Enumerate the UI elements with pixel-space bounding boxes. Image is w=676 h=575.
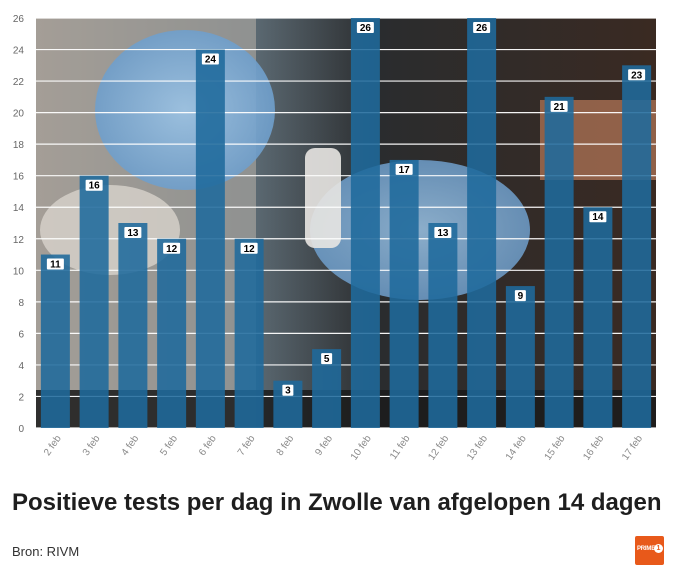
data-label-box: [395, 163, 413, 175]
data-label-box: [589, 211, 607, 223]
bar: [195, 49, 225, 429]
bar: [622, 65, 652, 429]
bar: [40, 254, 70, 428]
x-tick-label: 2 feb: [42, 433, 64, 458]
y-tick-label: 24: [13, 46, 25, 57]
bar: [350, 18, 380, 428]
data-label-box: [163, 242, 181, 254]
data-label: 17: [399, 165, 411, 176]
y-tick-label: 14: [13, 203, 25, 214]
data-label: 9: [518, 291, 524, 302]
data-label-box: [85, 179, 103, 191]
data-label: 26: [360, 23, 372, 34]
chart-title: Positieve tests per dag in Zwolle van af…: [12, 489, 662, 516]
data-label: 23: [631, 70, 643, 81]
data-label-box: [356, 22, 374, 33]
x-tick-label: 14 feb: [504, 433, 529, 462]
data-label-box: [628, 69, 646, 81]
y-tick-label: 6: [18, 329, 24, 340]
data-label-box: [514, 290, 526, 302]
bar: [118, 223, 148, 428]
data-label-box: [201, 53, 219, 65]
x-axis: 2 feb 3 feb 4 feb 5 feb 6 feb 7 feb 8 feb 9 feb…: [42, 433, 645, 462]
logo-number: 1: [654, 544, 663, 553]
data-label: 13: [127, 228, 139, 239]
bar: [428, 223, 458, 428]
x-tick-label: 16 feb: [581, 433, 606, 462]
x-tick-label: 8 feb: [275, 433, 297, 458]
x-tick-label: 5 feb: [158, 433, 180, 458]
data-label-box: [46, 258, 64, 270]
y-tick-label: 12: [13, 235, 25, 246]
data-label: 12: [166, 244, 178, 255]
x-tick-label: 6 feb: [197, 433, 219, 458]
bar: [79, 175, 109, 428]
bar: [467, 18, 497, 428]
data-label: 5: [324, 354, 330, 365]
data-label: 14: [592, 212, 604, 223]
x-tick-label: 4 feb: [120, 433, 142, 458]
data-label: 24: [205, 55, 217, 66]
x-tick-label: 9 feb: [313, 433, 335, 458]
data-label-box: [550, 100, 568, 112]
data-label: 12: [244, 244, 256, 255]
data-label: 13: [437, 228, 449, 239]
y-tick-label: 18: [13, 140, 25, 151]
data-label-box: [473, 22, 491, 33]
y-tick-label: 0: [18, 424, 24, 435]
bar: [389, 159, 419, 428]
x-tick-label: 17 feb: [620, 433, 645, 462]
x-tick-label: 10 feb: [349, 433, 374, 462]
y-tick-label: 4: [18, 361, 24, 372]
bar: [157, 238, 187, 428]
logo-text: PRIME: [637, 546, 656, 552]
x-tick-label: 7 feb: [236, 433, 258, 458]
data-label-box: [321, 353, 333, 365]
data-label-box: [240, 242, 258, 254]
x-tick-label: 3 feb: [81, 433, 103, 458]
x-tick-label: 12 feb: [426, 433, 451, 462]
source-note: Bron: RIVM: [12, 544, 80, 559]
y-tick-label: 8: [18, 298, 24, 309]
y-tick-label: 10: [13, 266, 25, 277]
data-label: 11: [50, 260, 61, 271]
x-tick-label: 13 feb: [465, 433, 490, 462]
y-tick-label: 16: [13, 172, 25, 183]
chart-area: 11 16 13 12 24 12 3 5 26 17 13 26 9 21 14 23 0 2 4 6 8 10 12 1…: [13, 14, 656, 463]
data-label: 16: [89, 181, 101, 192]
data-label-box: [124, 227, 142, 238]
data-label: 3: [285, 386, 291, 397]
broadcaster-logo: PRIME 1: [635, 536, 664, 565]
data-label-box: [434, 227, 452, 238]
x-tick-label: 11 feb: [388, 433, 413, 462]
data-label: 26: [476, 23, 488, 34]
bar: [505, 286, 535, 428]
y-tick-label: 26: [13, 14, 25, 25]
y-tick-label: 22: [13, 77, 25, 88]
y-tick-label: 2: [18, 392, 24, 403]
y-tick-label: 20: [13, 109, 25, 120]
bar: [583, 207, 613, 428]
bar: [544, 96, 574, 428]
data-label: 21: [554, 102, 566, 113]
bar: [234, 238, 264, 428]
x-tick-label: 15 feb: [543, 433, 568, 462]
data-label-box: [282, 384, 294, 396]
